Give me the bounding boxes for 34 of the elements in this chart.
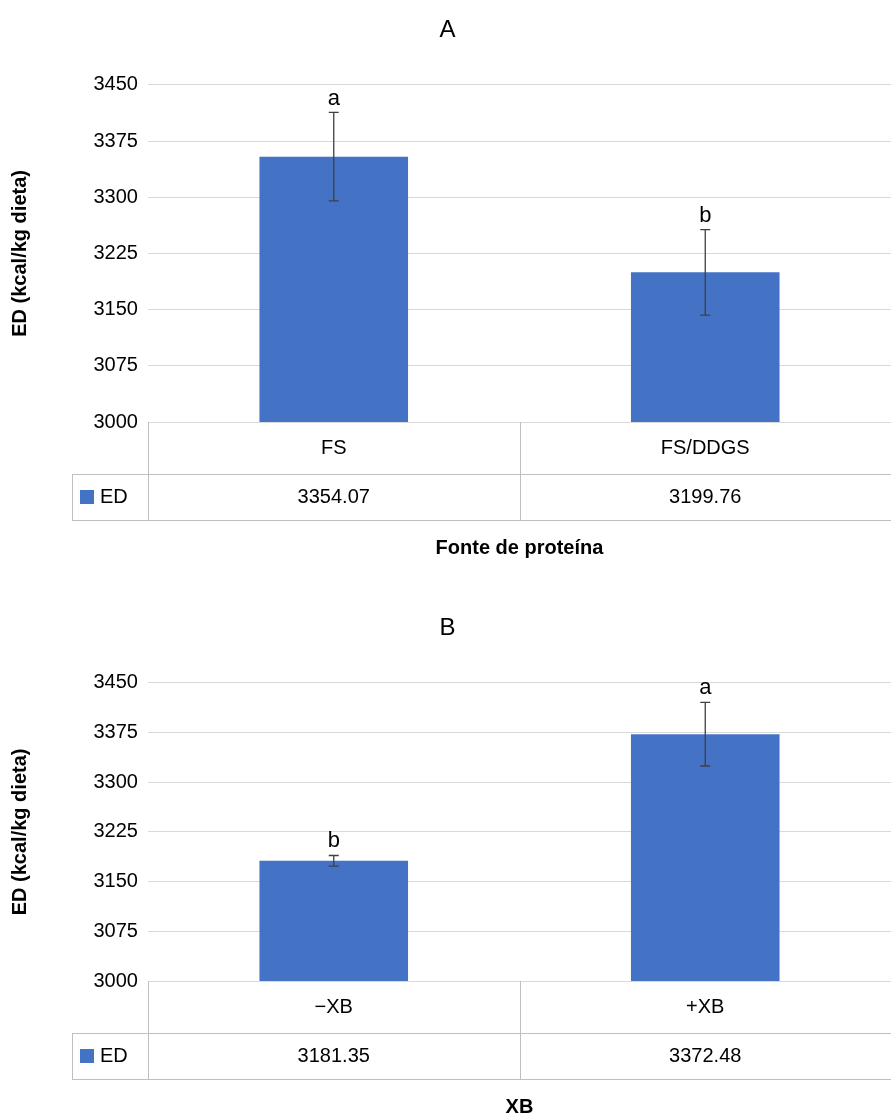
y-axis-title: ED (kcal/kg dieta) bbox=[7, 170, 30, 337]
y-tick-label: 3075 bbox=[93, 918, 138, 941]
annotation: a bbox=[699, 673, 713, 699]
y-tick-label: 3225 bbox=[93, 240, 138, 263]
y-axis-title: ED (kcal/kg dieta) bbox=[7, 748, 30, 916]
y-tick-label: 3075 bbox=[93, 353, 138, 376]
y-tick-label: 3225 bbox=[93, 819, 138, 842]
y-tick-label: 3450 bbox=[93, 670, 138, 693]
data-label: 3372.48 bbox=[669, 1043, 742, 1066]
data-label: 3199.76 bbox=[669, 484, 742, 507]
y-tick-label: 3375 bbox=[93, 720, 138, 743]
data-label: 3354.07 bbox=[297, 484, 370, 507]
annotation: a bbox=[327, 85, 341, 111]
y-tick-label: 3000 bbox=[93, 409, 138, 432]
data-label: 3181.35 bbox=[297, 1043, 370, 1066]
annotation: b bbox=[699, 201, 712, 227]
y-tick-label: 3150 bbox=[93, 297, 138, 320]
y-tick-label: 3450 bbox=[93, 72, 138, 95]
chart-title: A bbox=[439, 15, 456, 43]
legend-label: ED bbox=[100, 1043, 128, 1066]
x-axis-title: XB bbox=[505, 1094, 534, 1117]
annotation: b bbox=[327, 826, 340, 852]
x-tick-label: +XB bbox=[686, 994, 725, 1017]
y-tick-label: 3375 bbox=[93, 128, 138, 151]
x-tick-label: FS/DDGS bbox=[660, 435, 750, 458]
chart-title: B bbox=[439, 613, 456, 641]
legend-label: ED bbox=[100, 484, 128, 507]
y-tick-label: 3300 bbox=[93, 184, 138, 207]
y-tick-label: 3000 bbox=[93, 968, 138, 991]
x-axis-title: Fonte de proteína bbox=[435, 535, 605, 558]
x-tick-label: −XB bbox=[314, 994, 353, 1017]
x-tick-label: FS bbox=[320, 435, 347, 458]
y-tick-label: 3150 bbox=[93, 869, 138, 892]
y-tick-label: 3300 bbox=[93, 769, 138, 792]
